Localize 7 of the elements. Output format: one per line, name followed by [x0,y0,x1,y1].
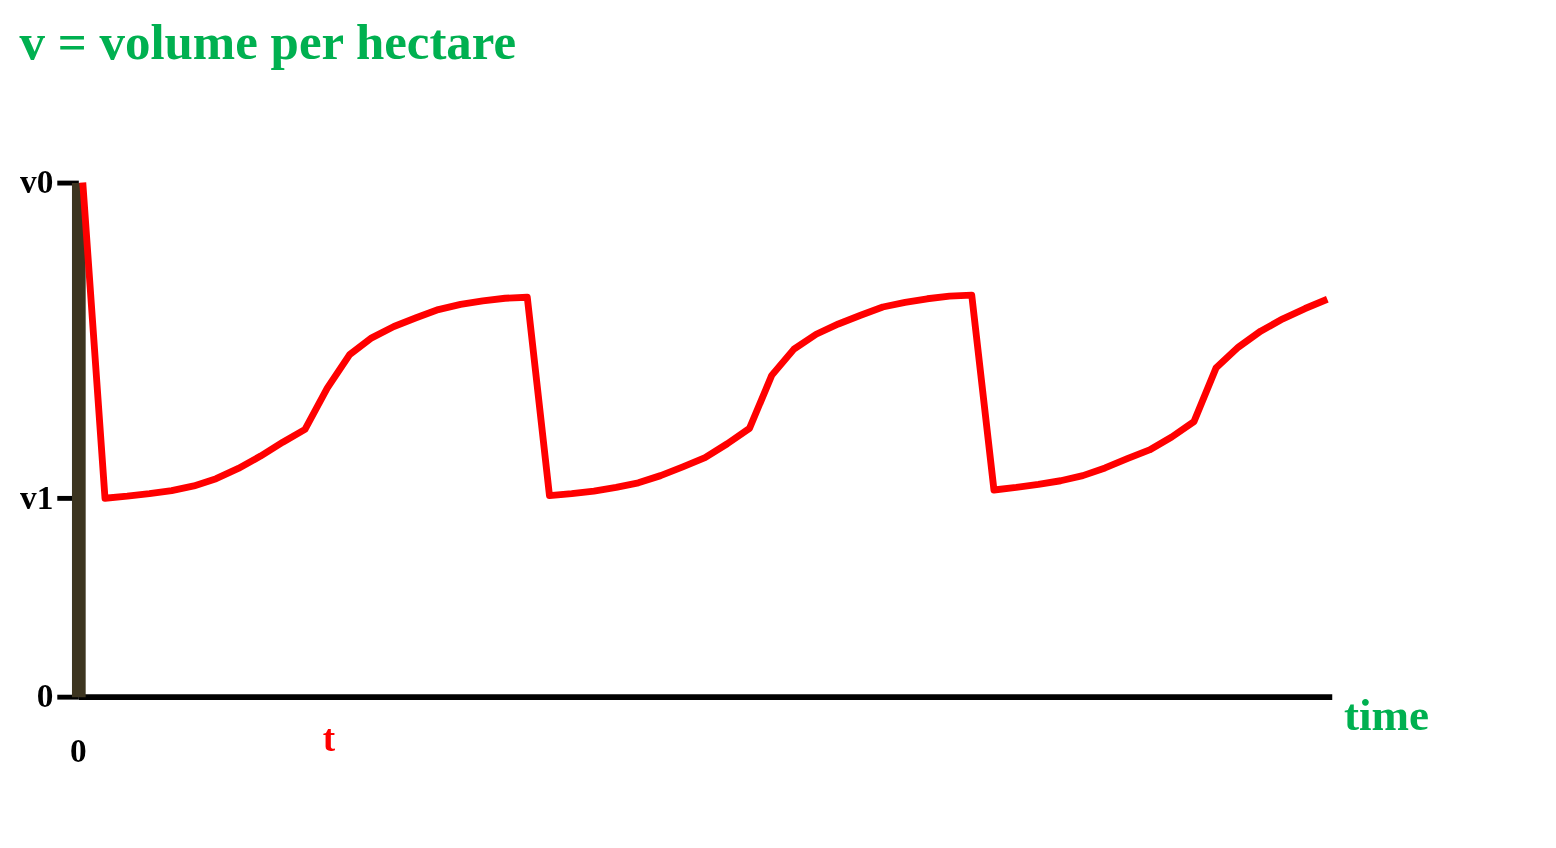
text: v0 [20,162,54,200]
text: 0 [70,732,87,770]
x-axis-title: time [1344,690,1430,741]
text: v1 [20,478,54,516]
text: 0 [36,676,54,714]
text: t [322,717,336,759]
chart-title: v = volume per hectare [19,14,517,71]
